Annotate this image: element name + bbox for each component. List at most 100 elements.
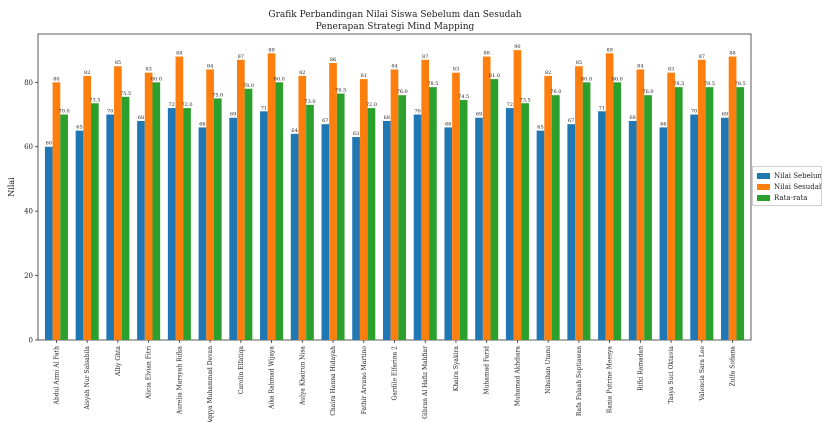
bar-1	[413, 114, 422, 341]
data-label: 68	[384, 115, 390, 121]
bar-1	[598, 111, 606, 340]
data-label: 73.0	[304, 99, 315, 105]
x-tick-label: Alby Ghta	[115, 346, 122, 377]
bar-2	[329, 62, 337, 341]
bar-3	[275, 82, 284, 340]
bar-2	[390, 69, 399, 340]
bar-2	[267, 53, 276, 340]
bar-3	[152, 82, 161, 340]
x-tick-label: Abdul Azmi Al Fath	[53, 346, 60, 406]
bar-1	[628, 120, 637, 341]
bar-2	[513, 50, 522, 341]
bar-3	[552, 95, 560, 340]
x-tick-label: Chaira Hanna Hidayah	[330, 346, 337, 416]
data-label: 60	[46, 141, 52, 147]
y-tick-label: 80	[24, 79, 33, 87]
data-label: 80.0	[612, 76, 623, 82]
bar-2	[83, 75, 92, 340]
x-tick-label: Muhamad Akhdiara	[514, 346, 521, 407]
data-label: 88	[484, 51, 490, 57]
data-label: 80.0	[274, 76, 285, 82]
bar-2	[544, 75, 553, 340]
x-tick-label: Aika Rahmad Wijaya	[269, 346, 276, 410]
bar-2	[359, 79, 368, 341]
bar-1	[475, 117, 483, 340]
legend-label-3: Rata-rata	[774, 193, 808, 202]
bar-1	[567, 124, 576, 340]
data-label: 70	[691, 109, 697, 115]
bar-2	[52, 82, 61, 340]
bar-1	[137, 120, 145, 341]
bar-1	[352, 137, 360, 340]
data-label: 82	[299, 70, 305, 76]
data-label: 76.0	[642, 89, 653, 95]
data-label: 88	[729, 51, 735, 57]
bar-2	[175, 56, 184, 341]
bar-2	[605, 53, 614, 340]
bar-3	[183, 108, 191, 340]
data-label: 85	[576, 60, 582, 66]
data-label: 71	[261, 105, 267, 111]
bar-3	[91, 103, 99, 341]
data-label: 70	[107, 109, 113, 115]
x-tick-label: Valencia Sara Lee	[699, 346, 706, 402]
x-tick-label: Khaira Syakira	[453, 346, 460, 392]
data-label: 69	[230, 112, 236, 118]
bar-1	[444, 127, 453, 341]
legend-label-1: Nilai Sebelum	[774, 171, 822, 180]
x-tick-label: Tasya Suci Oktavia	[668, 346, 675, 404]
data-label: 86	[330, 57, 336, 63]
bar-2	[482, 56, 491, 341]
bar-1	[659, 127, 668, 341]
legend-item-2: Nilai Sesudah	[757, 181, 821, 192]
data-label: 69	[476, 112, 482, 118]
data-label: 80.0	[581, 76, 592, 82]
y-tick-label: 40	[24, 208, 33, 216]
x-tick-label: Carolin Elfatiqa	[238, 346, 245, 395]
bar-3	[459, 100, 468, 340]
bar-1	[229, 117, 237, 340]
x-tick-label: Aurelia Marsyah Rifka	[176, 346, 183, 416]
data-label: 72	[507, 102, 513, 108]
data-label: 87	[422, 54, 428, 60]
x-tick-label: Fathir Arvano Martino	[361, 346, 368, 415]
bar-3	[398, 95, 407, 340]
bar-2	[728, 56, 737, 341]
bar-3	[121, 96, 130, 341]
x-tick-label: Nihsihan Utami	[545, 346, 552, 394]
data-label: 84	[391, 63, 397, 69]
data-label: 66	[660, 121, 666, 127]
data-label: 76.5	[335, 88, 346, 94]
data-label: 70	[414, 109, 420, 115]
x-tick-label: Rania Putrine Meesya	[607, 346, 614, 414]
data-label: 85	[115, 60, 121, 66]
bar-2	[298, 75, 307, 340]
data-label: 69	[722, 112, 728, 118]
data-label: 66	[445, 121, 451, 127]
x-tick-label: Gibran Al Hafiz Mahfiar	[422, 346, 429, 419]
bar-2	[421, 59, 430, 340]
bar-3	[674, 87, 683, 340]
legend-swatch-1	[757, 172, 770, 179]
data-label: 73.5	[89, 97, 100, 103]
bar-3	[244, 88, 253, 340]
legend-swatch-2	[757, 183, 770, 190]
data-label: 89	[606, 47, 612, 53]
data-label: 81	[361, 73, 367, 79]
chart-legend: Nilai Sebelum Nilai Sesudah Rata-rata	[752, 166, 822, 206]
data-label: 76.0	[550, 89, 561, 95]
x-tick-label: Zulfa Sofiana	[730, 346, 737, 387]
bar-1	[505, 108, 514, 340]
data-label: 64	[291, 128, 297, 134]
bar-2	[452, 72, 460, 340]
bar-3	[336, 93, 345, 340]
data-label: 78.0	[243, 83, 254, 89]
y-tick-label: 20	[24, 272, 33, 280]
data-label: 72	[169, 102, 175, 108]
data-label: 83	[453, 67, 459, 73]
bar-1	[321, 124, 330, 340]
x-tick-label: Gardile Elfarina 2	[392, 346, 399, 401]
x-tick-label: Aisyah Nur Salsabila	[84, 346, 91, 411]
bar-3	[429, 87, 437, 340]
